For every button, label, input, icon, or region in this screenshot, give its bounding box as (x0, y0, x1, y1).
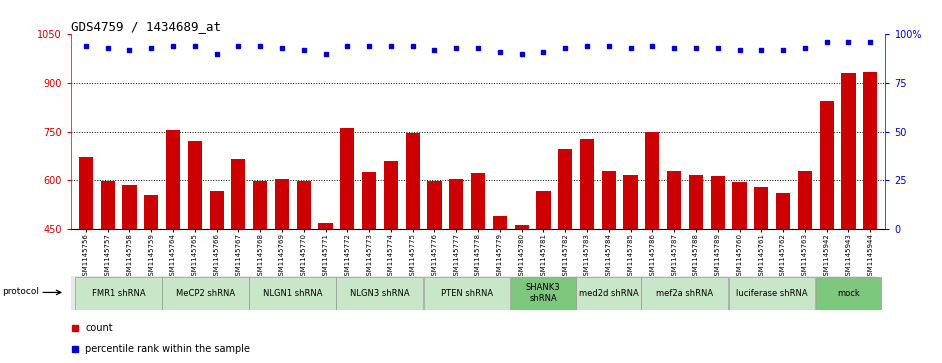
Text: GDS4759 / 1434689_at: GDS4759 / 1434689_at (71, 20, 220, 33)
Text: med2d shRNA: med2d shRNA (578, 289, 639, 298)
Bar (122, 185, 137, 363)
Text: MeCP2 shRNA: MeCP2 shRNA (176, 289, 236, 298)
Text: NLGN1 shRNA: NLGN1 shRNA (263, 289, 322, 298)
Bar (816, 277, 881, 310)
Bar (558, 149, 573, 363)
Bar (733, 182, 747, 363)
Bar (187, 141, 202, 363)
Bar (336, 277, 423, 310)
Bar (209, 191, 223, 363)
Bar (493, 216, 507, 363)
Bar (577, 277, 641, 310)
Bar (144, 195, 158, 363)
Text: count: count (86, 323, 113, 333)
Bar (362, 172, 376, 363)
Bar (253, 181, 268, 363)
Bar (624, 175, 638, 363)
Bar (511, 277, 576, 310)
Bar (645, 132, 659, 363)
Bar (798, 171, 812, 363)
Bar (428, 181, 442, 363)
Bar (79, 158, 93, 363)
Bar (580, 139, 594, 363)
Text: percentile rank within the sample: percentile rank within the sample (86, 344, 251, 354)
Bar (689, 175, 703, 363)
Bar (667, 171, 681, 363)
Bar (383, 161, 398, 363)
Bar (710, 176, 724, 363)
Bar (424, 277, 511, 310)
Bar (275, 179, 289, 363)
Bar (514, 225, 528, 363)
Bar (75, 277, 162, 310)
Bar (728, 277, 816, 310)
Bar (602, 171, 616, 363)
Bar (250, 277, 336, 310)
Bar (642, 277, 728, 310)
Bar (776, 193, 790, 363)
Bar (297, 181, 311, 363)
Bar (841, 73, 855, 363)
Bar (318, 223, 333, 363)
Bar (449, 179, 463, 363)
Bar (863, 72, 877, 363)
Bar (340, 129, 354, 363)
Bar (536, 191, 550, 363)
Bar (101, 181, 115, 363)
Text: mock: mock (836, 289, 860, 298)
Text: PTEN shRNA: PTEN shRNA (441, 289, 493, 298)
Bar (162, 277, 249, 310)
Bar (755, 187, 769, 363)
Text: FMR1 shRNA: FMR1 shRNA (91, 289, 145, 298)
Text: protocol: protocol (2, 287, 39, 296)
Text: mef2a shRNA: mef2a shRNA (657, 289, 713, 298)
Bar (406, 133, 420, 363)
Bar (820, 101, 834, 363)
Bar (232, 159, 246, 363)
Bar (166, 130, 180, 363)
Text: luciferase shRNA: luciferase shRNA (736, 289, 808, 298)
Bar (471, 173, 485, 363)
Text: SHANK3
shRNA: SHANK3 shRNA (526, 284, 560, 303)
Text: NLGN3 shRNA: NLGN3 shRNA (350, 289, 410, 298)
